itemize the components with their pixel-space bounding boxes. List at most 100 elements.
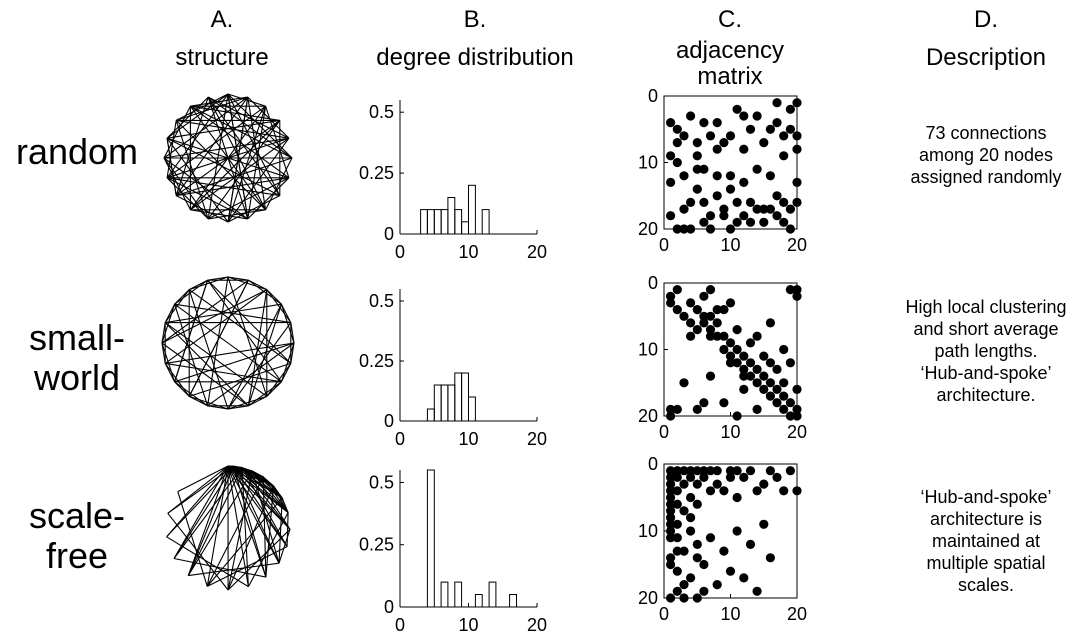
- structure-edge: [164, 322, 249, 407]
- matrix-dot: [765, 358, 776, 368]
- histogram-x-tick-label: 10: [458, 242, 478, 262]
- matrix-dot: [692, 539, 702, 550]
- matrix-dot: [725, 298, 736, 308]
- structure-edge: [174, 279, 208, 305]
- structure-edge: [163, 137, 289, 159]
- matrix-dot: [759, 519, 769, 529]
- structure-edge: [166, 177, 249, 220]
- matrix-dot: [719, 305, 729, 315]
- matrix-dot: [739, 211, 749, 221]
- matrix-dot: [705, 224, 716, 234]
- histogram-y-tick-label: 0.5: [369, 102, 394, 122]
- matrix-dot: [745, 539, 756, 550]
- matrix-y-tick-label: 20: [638, 406, 658, 426]
- matrix-dot: [686, 318, 696, 328]
- structure-edge: [177, 491, 208, 587]
- structure-edge: [262, 476, 289, 513]
- matrix-dot: [725, 171, 736, 181]
- structure-edge: [165, 342, 295, 364]
- matrix-dot: [745, 217, 756, 227]
- histogram-bar: [433, 209, 442, 235]
- matrix-dot: [725, 566, 736, 576]
- matrix-dot: [679, 466, 689, 476]
- matrix-dot: [705, 486, 716, 496]
- matrix-dot: [692, 479, 702, 489]
- matrix-dot: [692, 404, 702, 414]
- structure-edge: [167, 465, 229, 514]
- matrix-dot: [732, 325, 742, 335]
- matrix-dot: [692, 553, 702, 563]
- structure-edge: [190, 105, 280, 121]
- matrix-dot: [725, 472, 736, 482]
- matrix-dot: [759, 384, 769, 394]
- structure-edge: [286, 512, 289, 547]
- structure-edge: [227, 137, 290, 223]
- matrix-dot: [719, 331, 729, 341]
- matrix-dot: [725, 131, 736, 141]
- matrix-dot: [765, 466, 776, 476]
- histogram-y-tick-label: 0.5: [369, 291, 394, 311]
- matrix-dot: [672, 305, 682, 315]
- matrix-dot: [779, 344, 789, 355]
- matrix-dot: [739, 364, 749, 374]
- histogram-x-tick-label: 20: [527, 429, 547, 449]
- matrix-dot: [666, 472, 676, 482]
- histogram-bar: [454, 372, 463, 422]
- histogram-y-tick-label: 0: [384, 224, 394, 244]
- matrix-dot: [739, 472, 749, 482]
- structure-edge: [161, 279, 249, 344]
- structure-edge: [167, 465, 234, 514]
- structure-edge: [227, 93, 281, 196]
- structure-edge: [187, 467, 243, 576]
- description-random: 73 connections among 20 nodes assigned r…: [910, 123, 1062, 187]
- matrix-dot: [772, 211, 782, 221]
- matrix-dot: [699, 398, 709, 408]
- matrix-dot: [752, 404, 762, 414]
- matrix-dot: [732, 197, 742, 207]
- matrix-dot: [699, 164, 709, 174]
- matrix-dot: [765, 124, 776, 134]
- matrix-dot: [692, 138, 702, 148]
- matrix-dot: [732, 492, 742, 503]
- structure-edge: [248, 279, 282, 305]
- structure-edge: [207, 96, 293, 159]
- structure-edge: [281, 497, 289, 513]
- matrix-dot: [792, 144, 802, 154]
- matrix-dot: [699, 559, 709, 570]
- histogram-bar: [481, 209, 490, 235]
- matrix-dot: [792, 291, 802, 301]
- matrix-dot: [679, 204, 689, 214]
- structure-edge: [207, 279, 282, 383]
- matrix-dot: [712, 118, 722, 128]
- matrix-dot: [779, 404, 789, 414]
- matrix-y-tick-label: 0: [648, 86, 658, 106]
- structure-edge: [227, 276, 268, 397]
- matrix-dot: [792, 98, 802, 108]
- matrix-x-tick-label: 10: [720, 235, 740, 255]
- matrix-dot: [779, 197, 789, 207]
- histogram-x-tick-label: 0: [395, 615, 405, 635]
- matrix-dot: [705, 285, 716, 295]
- matrix-dot: [792, 131, 802, 141]
- matrix-dot: [666, 486, 676, 496]
- histogram-y-tick-label: 0.25: [359, 535, 394, 555]
- matrix-dot: [686, 492, 696, 503]
- matrix-dot: [739, 351, 749, 361]
- structure-edge: [163, 105, 191, 159]
- matrix-dot: [752, 586, 762, 596]
- structure-edge: [280, 304, 295, 344]
- matrix-dot: [672, 157, 682, 168]
- matrix-dot: [725, 358, 736, 368]
- structure-edge: [227, 303, 282, 410]
- matrix-dot: [666, 211, 676, 221]
- column-b-title: degree distribution: [376, 44, 574, 71]
- matrix-dot: [745, 338, 756, 348]
- matrix-dot: [666, 466, 676, 476]
- matrix-dot: [725, 351, 736, 361]
- structure-edge: [164, 322, 268, 397]
- structure-edge: [176, 119, 289, 139]
- structure-edge: [262, 476, 267, 578]
- matrix-dot: [759, 351, 769, 361]
- matrix-dot: [779, 131, 789, 141]
- structure-edge: [166, 96, 209, 139]
